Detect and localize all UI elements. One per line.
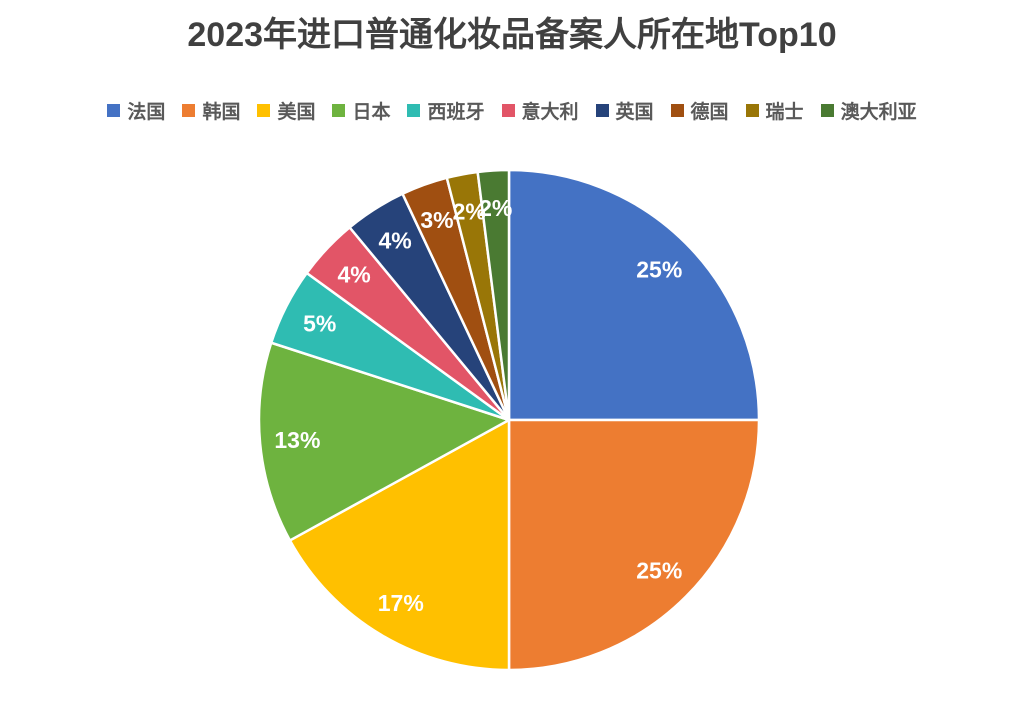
legend-swatch-germany [670,104,684,117]
legend-item-germany[interactable]: 德国 [670,97,729,124]
legend-item-spain[interactable]: 西班牙 [407,97,485,124]
legend-item-italy[interactable]: 意大利 [501,97,579,124]
legend-item-uk[interactable]: 英国 [595,97,654,124]
pie-slice-japan[interactable] [257,341,511,542]
legend-swatch-australia [820,104,834,117]
legend-label-spain: 西班牙 [427,102,485,123]
legend-label-france: 法国 [127,102,166,123]
legend-swatch-usa [257,104,271,117]
pie-slice-france[interactable] [507,168,761,422]
legend-label-italy: 意大利 [521,102,579,123]
legend-label-uk: 英国 [615,102,654,123]
legend-swatch-uk [595,104,609,117]
legend-item-switzerland[interactable]: 瑞士 [745,97,804,124]
chart-title: 2023年进口普通化妆品备案人所在地Top10 [187,16,837,54]
legend-swatch-south-korea [182,104,196,117]
legend-label-japan: 日本 [352,102,391,123]
legend-item-japan[interactable]: 日本 [332,97,390,124]
legend-swatch-france [107,104,121,117]
legend-item-usa[interactable]: 美国 [257,97,315,124]
legend-label-germany: 德国 [690,102,729,123]
legend-swatch-switzerland [745,104,759,117]
legend-swatch-spain [407,104,421,117]
legend-swatch-italy [501,104,515,117]
legend-label-usa: 美国 [277,102,316,123]
pie-slice-usa[interactable] [288,418,511,672]
pie-slice-south-korea[interactable] [507,418,761,672]
legend-label-australia: 澳大利亚 [840,102,917,123]
legend-label-switzerland: 瑞士 [765,102,804,123]
pie-slice-australia[interactable] [476,168,511,422]
legend-item-france[interactable]: 法国 [107,97,165,124]
chart-legend: 法国 韩国 美国 日本 西班牙 意大利 英国 德国 瑞士 澳大利亚 [0,97,1024,124]
legend-item-south-korea[interactable]: 韩国 [182,97,240,124]
legend-item-australia[interactable]: 澳大利亚 [820,97,917,124]
legend-swatch-japan [332,104,346,117]
legend-label-south-korea: 韩国 [202,102,241,123]
